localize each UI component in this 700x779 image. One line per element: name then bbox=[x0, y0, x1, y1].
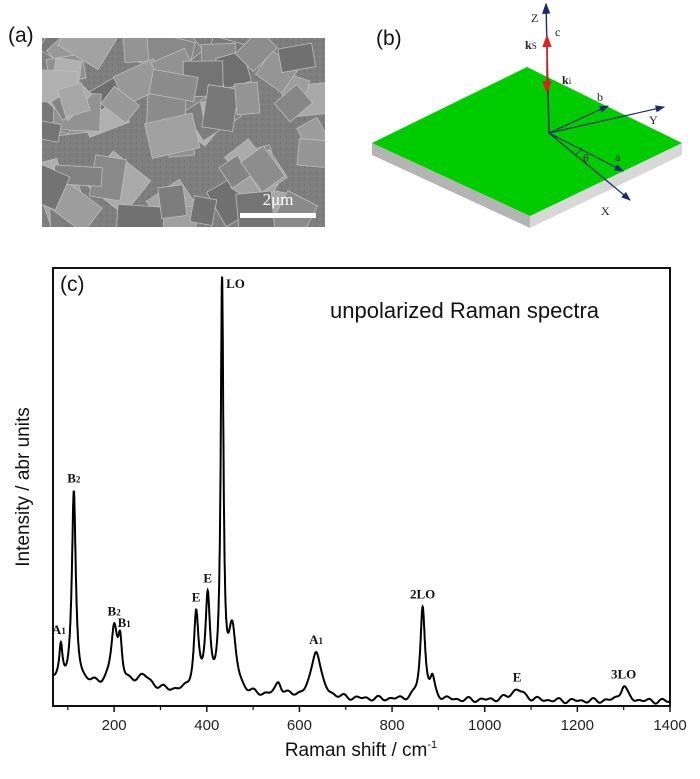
x-tick-label: 400 bbox=[194, 717, 219, 734]
x-tick-label: 1400 bbox=[653, 717, 686, 734]
crystal-orientation-diagram: Z c kS ki b Y a θ X bbox=[372, 2, 682, 228]
sem-platelet bbox=[115, 203, 165, 227]
x-axis-label: Raman shift / cm-1 bbox=[285, 739, 437, 761]
b-axis-arrow bbox=[548, 105, 610, 134]
peak-label: 2LO bbox=[410, 587, 435, 602]
c-label: c bbox=[555, 25, 560, 39]
panel-b-label: (b) bbox=[376, 27, 402, 50]
peak-label: E bbox=[203, 571, 212, 586]
z-label: Z bbox=[531, 11, 538, 25]
sem-platelet bbox=[233, 81, 261, 116]
sem-platelet bbox=[42, 162, 71, 211]
x-tick-label: 1200 bbox=[561, 717, 594, 734]
x-tick-label: 200 bbox=[102, 717, 127, 734]
ks-label: kS bbox=[525, 38, 537, 52]
peak-label: B1 bbox=[118, 615, 132, 630]
x-tick-label: 600 bbox=[287, 717, 312, 734]
a-label: a bbox=[615, 150, 621, 164]
peak-label: 3LO bbox=[611, 667, 636, 682]
sem-platelet bbox=[144, 112, 201, 159]
peak-label: E bbox=[513, 670, 522, 685]
sem-platelet bbox=[157, 184, 188, 219]
x-axis-arrow bbox=[548, 132, 631, 201]
peak-label: E bbox=[192, 590, 201, 605]
sem-platelet bbox=[235, 190, 276, 227]
slab-top-face bbox=[372, 67, 682, 216]
sem-platelet bbox=[148, 68, 199, 103]
peak-label: B2 bbox=[67, 471, 81, 486]
peak-label: A1 bbox=[309, 632, 323, 647]
sem-platelet bbox=[100, 85, 140, 124]
scale-bar-label: 2μm bbox=[263, 190, 294, 209]
sem-platelet bbox=[296, 137, 325, 169]
peak-label: LO bbox=[226, 276, 245, 291]
ki-label: ki bbox=[562, 73, 572, 87]
sem-platelet bbox=[201, 84, 240, 132]
chart-title: unpolarized Raman spectra bbox=[330, 298, 600, 323]
sem-platelet bbox=[273, 83, 314, 123]
sem-platelet bbox=[57, 82, 91, 118]
peak-label: A1 bbox=[52, 622, 66, 637]
b-label: b bbox=[597, 90, 603, 104]
sem-platelet bbox=[57, 38, 122, 71]
theta-arc bbox=[574, 146, 583, 156]
panel-c-label: (c) bbox=[60, 273, 85, 296]
slab-left-side bbox=[372, 143, 530, 228]
spectrum-line bbox=[52, 276, 671, 705]
sem-image: 2μm bbox=[42, 38, 325, 227]
x-tick-label: 1000 bbox=[468, 717, 501, 734]
slab-right-side bbox=[530, 143, 682, 228]
scale-bar bbox=[240, 213, 316, 218]
x-label: X bbox=[601, 204, 610, 218]
y-axis-label: Intensity / abr units bbox=[13, 407, 34, 566]
theta-label: θ bbox=[583, 151, 589, 165]
sem-platelet bbox=[121, 38, 150, 64]
x-axis-ticks: 200 400 600 800 1000 1200 1400 bbox=[67, 706, 687, 734]
sem-platelet bbox=[234, 38, 278, 73]
sem-platelet bbox=[42, 117, 62, 143]
sem-platelet bbox=[189, 195, 218, 226]
panel-a-label: (a) bbox=[8, 24, 34, 47]
sem-platelets bbox=[42, 38, 325, 227]
sem-platelet bbox=[240, 145, 286, 193]
y-axis-arrow bbox=[548, 105, 666, 134]
sem-platelet bbox=[277, 42, 317, 73]
plot-frame bbox=[52, 267, 671, 707]
peak-label: B2 bbox=[108, 603, 122, 618]
raman-chart: (c) unpolarized Raman spectra 200 400 600 8… bbox=[13, 267, 687, 761]
a-axis-arrow bbox=[548, 132, 625, 172]
y-label: Y bbox=[649, 113, 658, 127]
x-tick-label: 800 bbox=[380, 717, 405, 734]
